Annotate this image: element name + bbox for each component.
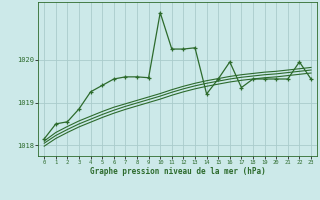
X-axis label: Graphe pression niveau de la mer (hPa): Graphe pression niveau de la mer (hPa) — [90, 167, 266, 176]
